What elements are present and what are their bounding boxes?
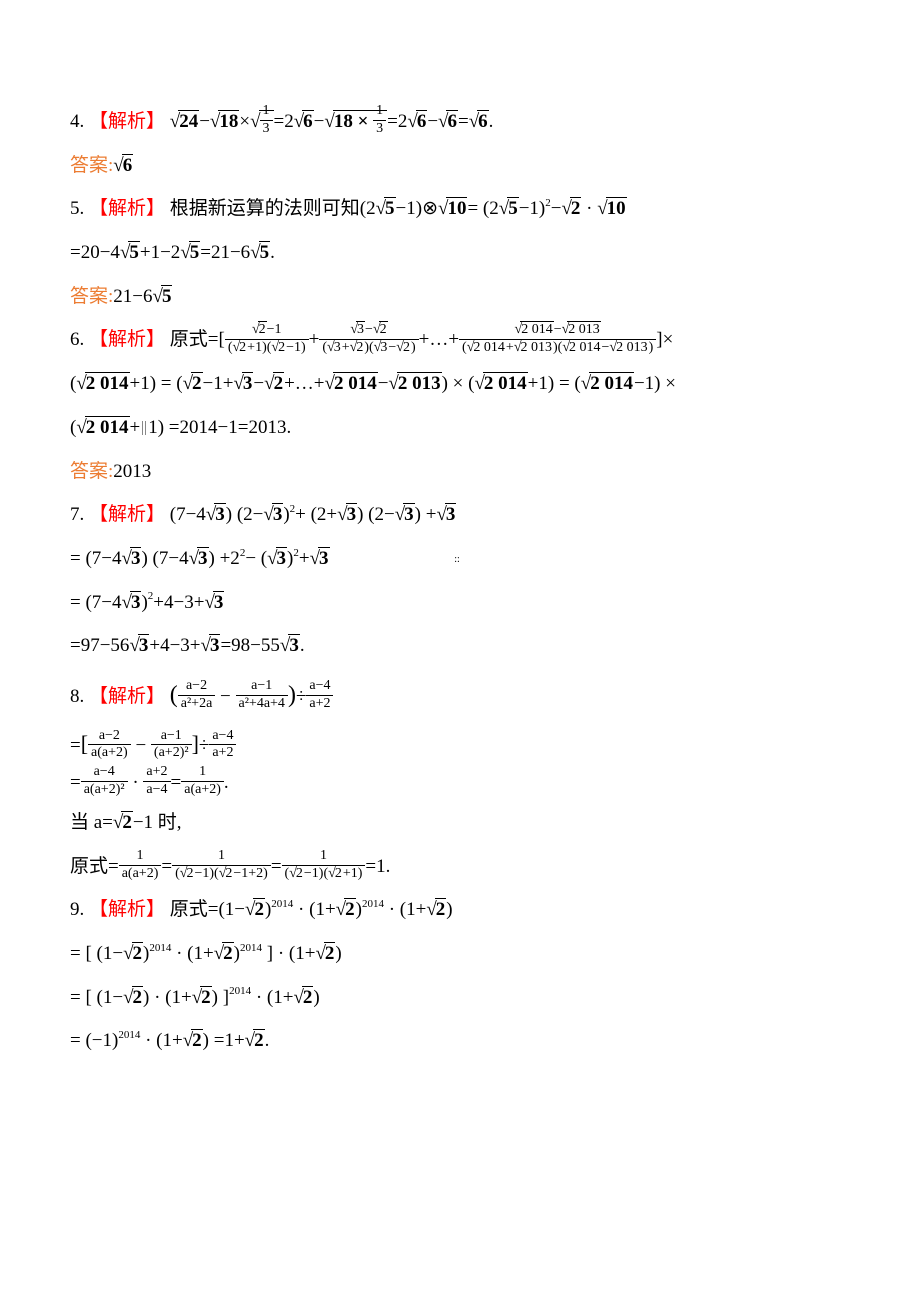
p8-result: 原式=1a(a+2)=1(2−1)(2−1+2)=1(2−1)(2+1)=1. (70, 845, 850, 889)
math-document-page: 4. 【解析】 24−18×13=26−18 × 13=26−6=6. 答案:6… (0, 0, 920, 1302)
p8-l3: =a−4a(a+2)² · a+2a−4=1a(a+2). (70, 765, 850, 801)
p8-l1: 8. 【解析】 (a−2a²+2a − a−1a²+4a+4)÷a−4a+2 (70, 668, 850, 723)
p5-analysis-1: 5. 【解析】 根据新运算的法则可知(25−1)⊗10= (25−1)2−2 ·… (70, 187, 850, 231)
p9-l2: = [ (1−2)2014 · (1+2)2014 ] · (1+2) (70, 932, 850, 976)
p6-answer: 答案:2013 (70, 450, 850, 494)
p6-number: 6. (70, 329, 84, 350)
p7-l1: 7. 【解析】 (7−43) (2−3)2+ (2+3) (2−3) +3 (70, 493, 850, 537)
p9-number: 9. (70, 899, 84, 920)
p6-analysis-3: (2 014+1) =2014−1=2013. (70, 406, 850, 450)
answer-label: 答案: (70, 155, 113, 176)
p7-number: 7. (70, 504, 84, 525)
analysis-label: 【解析】 (89, 329, 165, 350)
answer-label: 答案: (70, 286, 113, 307)
p8-when: 当 a=2−1 时, (70, 801, 850, 845)
p5-answer: 答案:21−65 (70, 275, 850, 319)
analysis-label: 【解析】 (89, 899, 165, 920)
p4-analysis: 4. 【解析】 24−18×13=26−18 × 13=26−6=6. (70, 100, 850, 144)
p8-l2: =[a−2a(a+2) − a−1(a+2)²]÷a−4a+2 (70, 723, 850, 765)
p6-analysis-2: (2 014+1) = (2−1+3−2+…+2 014−2 013) × (2… (70, 362, 850, 406)
center-marker: :: (454, 548, 458, 571)
p9-l4: = (−1)2014 · (1+2) =1+2. (70, 1019, 850, 1063)
p5-number: 5. (70, 198, 84, 219)
p4-number: 4. (70, 111, 84, 132)
p5-analysis-2: =20−45+1−25=21−65. (70, 231, 850, 275)
analysis-label: 【解析】 (89, 198, 165, 219)
p9-l1: 9. 【解析】 原式=(1−2)2014 · (1+2)2014 · (1+2) (70, 888, 850, 932)
p7-l2: = (7−43) (7−43) +22− (3)2+3 :: (70, 537, 850, 581)
p7-l4: =97−563+4−3+3=98−553. (70, 624, 850, 668)
analysis-label: 【解析】 (89, 504, 165, 525)
answer-label: 答案: (70, 461, 113, 482)
text-cursor (142, 421, 146, 435)
analysis-label: 【解析】 (89, 686, 165, 707)
p4-answer: 答案:6 (70, 144, 850, 188)
p9-l3: = [ (1−2) · (1+2) ]2014 · (1+2) (70, 976, 850, 1020)
p6-analysis-1: 6. 【解析】 原式=[2−1(2+1)(2−1)+3−2(3+2)(3−2)+… (70, 318, 850, 362)
p8-number: 8. (70, 686, 84, 707)
p7-l3: = (7−43)2+4−3+3 (70, 581, 850, 625)
analysis-label: 【解析】 (89, 111, 165, 132)
